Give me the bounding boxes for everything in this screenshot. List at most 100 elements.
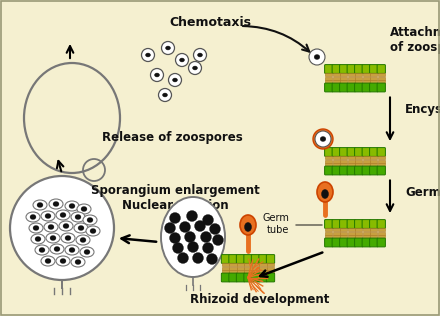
Ellipse shape bbox=[71, 257, 85, 267]
FancyBboxPatch shape bbox=[340, 83, 348, 92]
FancyBboxPatch shape bbox=[347, 166, 356, 175]
FancyBboxPatch shape bbox=[340, 238, 348, 247]
Ellipse shape bbox=[81, 206, 87, 211]
Bar bbox=[222, 270, 229, 273]
Ellipse shape bbox=[80, 247, 94, 257]
Ellipse shape bbox=[29, 223, 43, 233]
Ellipse shape bbox=[245, 222, 252, 232]
Bar bbox=[378, 232, 385, 234]
Bar bbox=[245, 266, 252, 270]
Ellipse shape bbox=[41, 211, 55, 221]
Bar bbox=[260, 263, 267, 266]
Ellipse shape bbox=[33, 200, 47, 210]
FancyBboxPatch shape bbox=[251, 273, 260, 282]
Bar bbox=[252, 270, 259, 273]
Bar bbox=[348, 73, 355, 76]
Ellipse shape bbox=[80, 238, 86, 242]
Circle shape bbox=[169, 212, 180, 223]
FancyBboxPatch shape bbox=[370, 238, 378, 247]
FancyBboxPatch shape bbox=[370, 148, 378, 156]
Ellipse shape bbox=[146, 53, 150, 57]
FancyBboxPatch shape bbox=[259, 273, 267, 282]
Bar bbox=[370, 73, 377, 76]
Circle shape bbox=[180, 222, 191, 233]
Circle shape bbox=[213, 234, 224, 246]
Bar bbox=[333, 80, 340, 83]
FancyBboxPatch shape bbox=[266, 255, 275, 264]
Ellipse shape bbox=[35, 236, 41, 241]
Bar bbox=[370, 76, 377, 80]
Ellipse shape bbox=[162, 93, 168, 97]
Ellipse shape bbox=[53, 202, 59, 206]
Bar bbox=[267, 263, 274, 266]
Bar bbox=[370, 156, 377, 159]
Bar bbox=[237, 263, 244, 266]
Ellipse shape bbox=[46, 233, 60, 243]
Bar bbox=[245, 270, 252, 273]
Bar bbox=[340, 163, 347, 166]
Text: Sporangium enlargement
Nuclear division: Sporangium enlargement Nuclear division bbox=[91, 184, 259, 212]
FancyBboxPatch shape bbox=[347, 238, 356, 247]
Bar bbox=[340, 73, 347, 76]
Circle shape bbox=[150, 69, 164, 82]
Bar bbox=[348, 76, 355, 80]
Bar bbox=[260, 266, 267, 270]
Bar bbox=[333, 156, 340, 159]
Circle shape bbox=[313, 129, 333, 149]
Ellipse shape bbox=[76, 235, 90, 245]
FancyBboxPatch shape bbox=[251, 255, 260, 264]
Bar bbox=[229, 270, 237, 273]
FancyBboxPatch shape bbox=[236, 273, 245, 282]
Circle shape bbox=[209, 223, 220, 234]
FancyBboxPatch shape bbox=[236, 255, 245, 264]
Circle shape bbox=[187, 210, 198, 222]
Circle shape bbox=[142, 48, 154, 62]
Ellipse shape bbox=[60, 258, 66, 264]
Circle shape bbox=[172, 242, 183, 253]
Ellipse shape bbox=[50, 244, 64, 254]
Ellipse shape bbox=[83, 215, 97, 225]
FancyBboxPatch shape bbox=[325, 220, 333, 228]
Bar bbox=[333, 76, 340, 80]
FancyBboxPatch shape bbox=[325, 148, 333, 156]
FancyBboxPatch shape bbox=[229, 273, 237, 282]
Bar bbox=[355, 156, 362, 159]
FancyBboxPatch shape bbox=[377, 220, 385, 228]
FancyBboxPatch shape bbox=[332, 83, 341, 92]
FancyBboxPatch shape bbox=[370, 83, 378, 92]
Ellipse shape bbox=[33, 226, 39, 230]
Ellipse shape bbox=[165, 46, 170, 50]
Bar bbox=[325, 232, 332, 234]
Ellipse shape bbox=[37, 203, 43, 208]
FancyBboxPatch shape bbox=[244, 255, 252, 264]
Bar bbox=[348, 160, 355, 162]
Bar bbox=[340, 80, 347, 83]
FancyBboxPatch shape bbox=[332, 64, 341, 73]
Bar bbox=[355, 228, 362, 231]
Ellipse shape bbox=[90, 228, 96, 234]
Bar bbox=[363, 163, 370, 166]
FancyBboxPatch shape bbox=[347, 220, 356, 228]
Bar bbox=[333, 235, 340, 238]
FancyBboxPatch shape bbox=[362, 220, 370, 228]
FancyBboxPatch shape bbox=[325, 166, 333, 175]
Text: Rhizoid development: Rhizoid development bbox=[191, 294, 330, 307]
FancyBboxPatch shape bbox=[362, 166, 370, 175]
Bar bbox=[325, 160, 332, 162]
Bar bbox=[325, 156, 332, 159]
Bar bbox=[222, 263, 229, 266]
FancyBboxPatch shape bbox=[355, 64, 363, 73]
Ellipse shape bbox=[63, 223, 69, 228]
FancyBboxPatch shape bbox=[325, 64, 333, 73]
Ellipse shape bbox=[45, 214, 51, 218]
Circle shape bbox=[158, 88, 172, 101]
Ellipse shape bbox=[193, 66, 198, 70]
FancyBboxPatch shape bbox=[332, 220, 341, 228]
Bar bbox=[348, 232, 355, 234]
Ellipse shape bbox=[48, 224, 54, 229]
Bar bbox=[378, 163, 385, 166]
Bar bbox=[355, 232, 362, 234]
Bar bbox=[333, 73, 340, 76]
Bar bbox=[252, 263, 259, 266]
Bar bbox=[237, 270, 244, 273]
